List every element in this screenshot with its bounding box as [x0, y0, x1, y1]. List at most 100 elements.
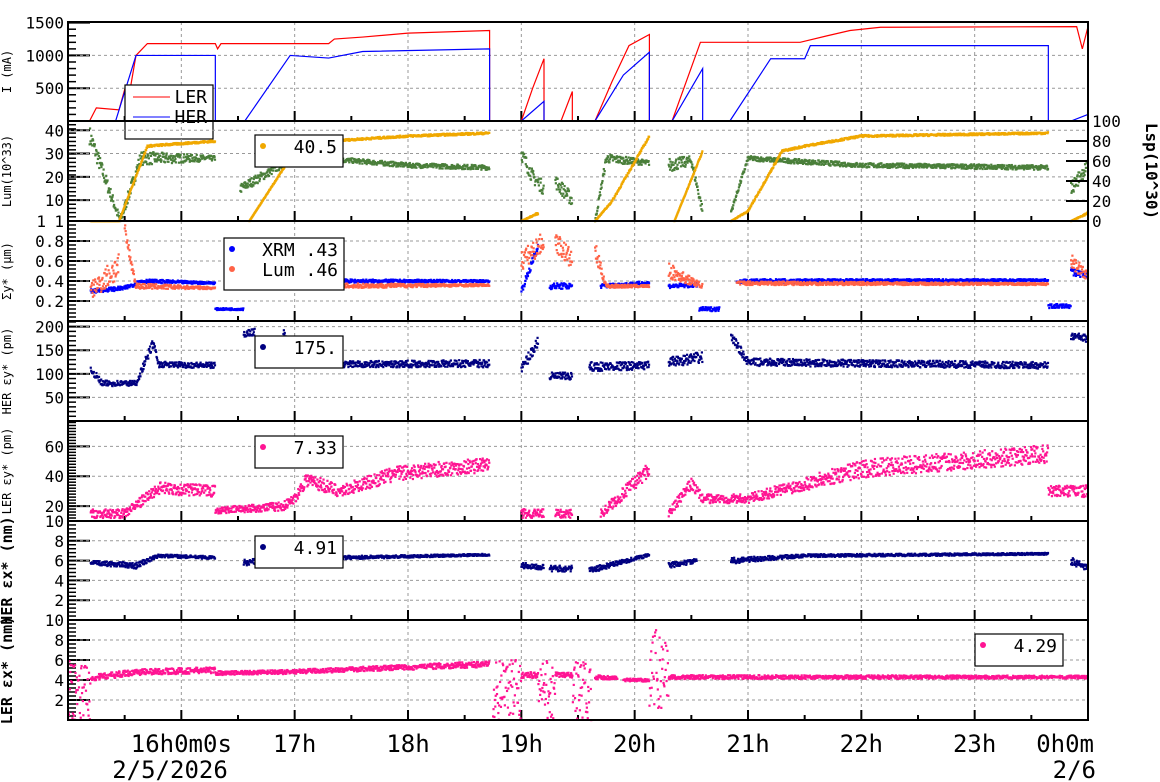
data-point — [537, 184, 540, 187]
data-point — [422, 280, 425, 284]
data-point — [1026, 166, 1030, 169]
data-point — [638, 163, 641, 166]
data-point — [793, 148, 796, 151]
data-point — [159, 278, 162, 282]
data-point — [617, 189, 620, 192]
data-point — [526, 274, 530, 278]
data-point — [698, 157, 701, 161]
data-point — [898, 162, 901, 165]
data-point — [435, 166, 438, 169]
data-point — [441, 167, 444, 170]
data-point — [344, 160, 347, 163]
data-point — [966, 167, 969, 170]
data-point — [451, 134, 455, 137]
data-point — [701, 209, 704, 212]
data-point — [277, 174, 281, 177]
data-point — [487, 166, 490, 169]
y-tick-label: 500 — [35, 79, 64, 98]
data-point — [999, 166, 1003, 169]
data-point — [114, 207, 117, 210]
data-point — [770, 160, 774, 163]
data-point — [383, 280, 386, 283]
data-point — [615, 160, 618, 164]
data-point — [267, 190, 270, 193]
data-point — [202, 280, 205, 284]
data-point — [647, 160, 650, 163]
data-point — [692, 166, 695, 169]
data-point — [154, 154, 157, 157]
data-point — [1003, 164, 1006, 167]
data-point — [817, 159, 820, 162]
data-point — [959, 132, 962, 135]
data-point — [268, 169, 271, 172]
data-point — [853, 137, 856, 140]
data-point — [765, 159, 768, 163]
data-point — [92, 139, 95, 142]
data-point — [455, 167, 459, 170]
data-point — [808, 161, 811, 164]
data-point — [554, 285, 557, 288]
data-point — [428, 164, 432, 167]
data-point — [959, 163, 962, 166]
data-point — [829, 164, 832, 167]
data-point — [355, 279, 358, 282]
data-point — [126, 287, 129, 290]
data-point — [1039, 166, 1042, 169]
data-point — [849, 162, 852, 165]
data-point — [852, 165, 855, 168]
data-point — [137, 158, 140, 161]
data-point — [169, 158, 173, 161]
data-point — [558, 190, 561, 194]
data-point — [560, 192, 563, 195]
data-point — [469, 167, 473, 170]
data-point — [137, 168, 140, 171]
data-point — [600, 213, 603, 216]
data-point — [953, 163, 956, 167]
data-point — [617, 159, 620, 162]
series-line — [68, 25, 1089, 122]
data-point — [283, 166, 286, 169]
data-point — [424, 281, 427, 284]
data-point — [182, 156, 185, 159]
data-point — [244, 181, 247, 184]
data-point — [276, 169, 279, 172]
data-point — [264, 172, 267, 175]
data-point — [562, 284, 565, 287]
data-point — [242, 307, 245, 310]
data-point — [925, 163, 928, 166]
data-point — [277, 175, 280, 179]
data-point — [843, 164, 846, 167]
data-point — [176, 143, 180, 146]
data-point — [936, 163, 939, 166]
y2-tick-label: 80 — [1092, 132, 1111, 151]
data-point — [242, 185, 245, 189]
data-point — [383, 160, 387, 163]
data-point — [801, 159, 804, 162]
data-point — [526, 165, 529, 169]
data-point — [861, 135, 864, 139]
data-point — [533, 184, 537, 187]
data-point — [806, 163, 809, 166]
data-point — [252, 177, 255, 181]
legend-label: LER — [174, 87, 207, 108]
data-point — [781, 158, 784, 162]
data-point — [614, 157, 618, 160]
data-point — [349, 278, 352, 281]
data-point — [935, 166, 938, 169]
data-point — [616, 156, 619, 159]
data-point — [376, 135, 380, 139]
data-point — [1078, 171, 1081, 174]
data-point — [837, 162, 840, 165]
data-point — [695, 166, 698, 169]
data-point — [156, 158, 159, 161]
data-point — [93, 145, 96, 148]
data-point — [141, 159, 144, 162]
data-point — [379, 162, 383, 165]
data-point — [570, 196, 573, 200]
data-point — [530, 167, 533, 170]
data-point — [531, 171, 534, 174]
data-point — [164, 156, 167, 159]
data-point — [196, 158, 200, 161]
data-point — [749, 157, 752, 160]
data-point — [119, 216, 122, 219]
